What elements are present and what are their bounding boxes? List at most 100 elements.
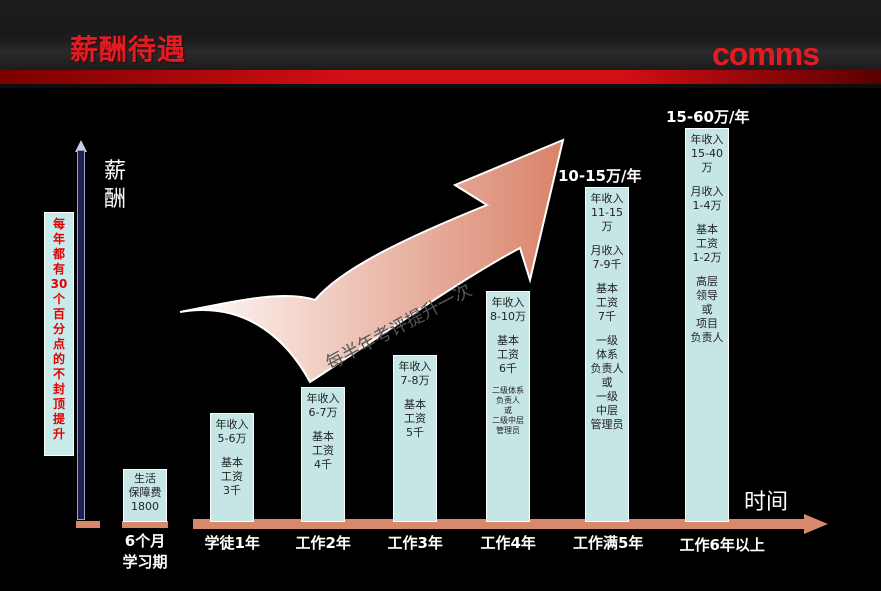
side-note-char: 升 bbox=[52, 427, 65, 441]
side-note-char: 都 bbox=[52, 247, 65, 261]
spacer bbox=[586, 324, 628, 334]
stage-bar: 年收入 15-40 万月收入 1-4万 基本 工资 1-2万 高层 领导或项目 负责人 bbox=[685, 128, 729, 522]
stage-label-line: 工作满5年 bbox=[573, 534, 644, 552]
stage-label: 工作4年 bbox=[481, 532, 536, 553]
side-note-char: 封 bbox=[52, 382, 65, 396]
stage-label-line: 工作3年 bbox=[387, 534, 443, 552]
stage-bar: 年收入 7-8万基本 工资 5千 bbox=[393, 355, 437, 522]
stage-bar-text: 7-9千 bbox=[592, 258, 622, 271]
side-note-box: 每年都有 30 个百分点的不封顶提升 bbox=[44, 212, 74, 456]
stage-bar-note: 二级中层 bbox=[492, 416, 524, 425]
y-axis-label: 薪 酬 bbox=[104, 158, 134, 214]
stage-label: 工作6年以上 bbox=[680, 534, 765, 555]
side-note-char: 提 bbox=[52, 412, 65, 426]
side-note-char: 不 bbox=[52, 367, 65, 381]
stage-bar-text: 6-7万 bbox=[308, 406, 338, 419]
stage-bar-text: 工资 bbox=[312, 444, 334, 457]
spacer bbox=[302, 420, 344, 430]
stage-bar-text: 工资 bbox=[404, 412, 426, 425]
spacer bbox=[487, 376, 529, 386]
side-note-char: 的 bbox=[52, 352, 65, 366]
stage-bar-text: 基本 bbox=[696, 223, 718, 236]
spacer bbox=[586, 272, 628, 282]
stage-bar-text: 基本 bbox=[221, 456, 243, 469]
side-note-char: 有 bbox=[52, 262, 65, 276]
stage-label-line: 学习期 bbox=[122, 553, 168, 571]
stage-bar-text: 工资 bbox=[497, 348, 519, 361]
stage-bar-text: 年收入 bbox=[306, 392, 340, 405]
spacer bbox=[686, 265, 728, 275]
x-axis bbox=[193, 519, 806, 529]
stage-bar-text: 万 bbox=[601, 220, 613, 233]
stage-bar-text: 年收入 bbox=[690, 133, 724, 146]
stage-bar-text: 管理员 bbox=[590, 418, 624, 431]
stage-top-label: 10-15万/年 bbox=[558, 167, 642, 185]
stage-bar-text: 项目 bbox=[696, 317, 718, 330]
stage-bar-text: 或 bbox=[701, 303, 713, 316]
side-note-char: 个 bbox=[52, 292, 65, 306]
stage-bar-text: 1-4万 bbox=[692, 199, 722, 212]
stage-bar-text: 6千 bbox=[499, 362, 517, 375]
x-axis-segment bbox=[76, 521, 100, 528]
stage-bar-note: 管理员 bbox=[496, 426, 520, 435]
stage-bar-text: 11-15 bbox=[591, 206, 623, 219]
growth-arrow-shape bbox=[179, 138, 565, 384]
stage-bar-text: 保障费 bbox=[128, 486, 162, 499]
stage-label-line: 6个月 bbox=[124, 532, 166, 550]
x-axis-segment bbox=[122, 521, 168, 528]
stage-bar: 年收入 8-10万 基本 工资 6千 二级体系 负责人或二级中层 管理员 bbox=[486, 291, 530, 522]
stage-label-line: 学徒1年 bbox=[204, 534, 260, 552]
stage-bar-text: 生活 bbox=[134, 472, 156, 485]
stage-bar-text: 1800 bbox=[131, 500, 159, 513]
spacer bbox=[686, 175, 728, 185]
stage-bar-text: 工资 bbox=[696, 237, 718, 250]
stage-label: 6个月学习期 bbox=[123, 530, 168, 572]
side-note-char: 顶 bbox=[52, 397, 65, 411]
stage-bar-text: 15-40 bbox=[691, 147, 723, 160]
y-axis-arrowhead bbox=[75, 140, 87, 152]
side-note-char: 百 bbox=[52, 307, 65, 321]
stage-bar-text: 7千 bbox=[598, 310, 616, 323]
stage-label: 工作满5年 bbox=[573, 532, 643, 553]
stage-bar-text: 1-2万 bbox=[692, 251, 722, 264]
stage-bar-text: 基本 bbox=[404, 398, 426, 411]
stage-bar-text: 一级 bbox=[596, 334, 618, 347]
stage-bar-text: 高层 bbox=[696, 275, 718, 288]
y-axis-label-line2: 酬 bbox=[104, 187, 127, 212]
side-note-char: 分 bbox=[52, 322, 65, 336]
stage-bar-text: 5千 bbox=[406, 426, 424, 439]
stage-bar-text: 或 bbox=[601, 376, 613, 389]
stage-bar: 年收入 5-6万 基本 工资 3千 bbox=[210, 413, 254, 522]
stage-bar: 年收入 11-15 万月收入 7-9千 基本 工资 7千 一级 体系 负责人或一级 中层 管理员 bbox=[585, 187, 629, 522]
stage-bar-text: 负责人 bbox=[690, 331, 724, 344]
stage-bar: 生活 保障费 1800 bbox=[123, 469, 167, 522]
y-axis-label-line1: 薪 bbox=[104, 159, 127, 184]
stage-top-label: 15-60万/年 bbox=[666, 108, 750, 126]
stage-bar-text: 负责人 bbox=[590, 362, 624, 375]
stage-bar-text: 3千 bbox=[223, 484, 241, 497]
side-note-char: 点 bbox=[52, 337, 65, 351]
stage-bar-text: 体系 bbox=[596, 348, 618, 361]
spacer bbox=[211, 446, 253, 456]
side-note-char: 年 bbox=[52, 232, 65, 246]
x-axis-label: 时间 bbox=[744, 490, 789, 515]
stage-bar-text: 7-8万 bbox=[400, 374, 430, 387]
stage-bar-text: 基本 bbox=[596, 282, 618, 295]
stage-bar-text: 年收入 bbox=[491, 296, 525, 309]
stage-label: 学徒1年 bbox=[205, 532, 260, 553]
stage-bar-text: 万 bbox=[701, 161, 713, 174]
comms-logo: comms bbox=[712, 36, 820, 72]
spacer bbox=[586, 234, 628, 244]
stage-bar-text: 领导 bbox=[696, 289, 718, 302]
side-note-char: 30 bbox=[50, 277, 68, 291]
stage-bar-note: 二级体系 bbox=[492, 386, 524, 395]
stage-bar-text: 年收入 bbox=[590, 192, 624, 205]
stage-label-line: 工作4年 bbox=[480, 534, 536, 552]
spacer bbox=[487, 324, 529, 334]
stage-bar-text: 5-6万 bbox=[217, 432, 247, 445]
stage-bar-text: 年收入 bbox=[398, 360, 432, 373]
spacer bbox=[394, 388, 436, 398]
stage-bar-text: 8-10万 bbox=[490, 310, 526, 323]
stage-bar-text: 基本 bbox=[497, 334, 519, 347]
